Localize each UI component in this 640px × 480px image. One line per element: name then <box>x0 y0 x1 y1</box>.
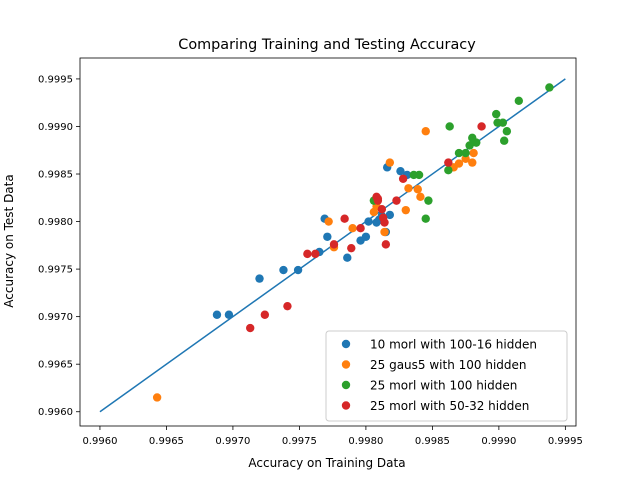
point-series-3 <box>421 214 430 223</box>
point-series-1 <box>212 310 222 319</box>
x-axis: 0.9960 0.9965 0.9970 0.9975 0.9980 0.9985 0.99… <box>82 426 583 447</box>
point-series-2 <box>421 127 430 136</box>
point-series-1 <box>364 217 373 226</box>
point-series-1 <box>396 166 405 176</box>
y-tick-label: 0.9965 <box>38 360 73 371</box>
point-series-2 <box>468 158 477 167</box>
x-tick-label: 0.9995 <box>548 436 583 447</box>
legend-label: 10 morl with 100-16 hidden <box>370 338 537 352</box>
x-tick-label: 0.9990 <box>481 436 516 447</box>
point-series-2 <box>401 205 410 215</box>
point-series-2 <box>348 224 357 233</box>
point-series-4 <box>340 214 349 223</box>
point-series-3 <box>445 122 454 131</box>
point-series-4 <box>356 224 365 233</box>
point-series-2 <box>404 184 413 193</box>
y-tick-label: 0.9990 <box>38 122 73 133</box>
point-series-4 <box>377 204 387 214</box>
point-series-2 <box>380 227 389 237</box>
axes-frame <box>79 57 577 427</box>
legend-marker <box>341 380 351 390</box>
point-series-4 <box>283 301 292 311</box>
point-series-2 <box>152 393 162 402</box>
point-series-3 <box>472 138 481 147</box>
point-series-2 <box>454 159 464 168</box>
legend-label: 25 morl with 50-32 hidden <box>370 399 529 413</box>
point-series-3 <box>424 196 433 205</box>
legend-marker <box>341 401 351 410</box>
point-series-2 <box>324 217 333 226</box>
point-series-1 <box>361 232 371 241</box>
point-series-1 <box>293 265 303 275</box>
plot-area <box>79 57 577 427</box>
point-series-4 <box>381 240 391 249</box>
x-tick-label: 0.9970 <box>215 436 250 447</box>
point-series-2 <box>385 158 395 167</box>
point-series-1 <box>323 232 332 241</box>
chart-title: Comparing Training and Testing Accuracy <box>178 37 476 53</box>
point-series-3 <box>444 166 453 175</box>
point-series-4 <box>347 243 356 253</box>
point-series-1 <box>224 310 234 319</box>
legend-marker <box>341 339 351 349</box>
point-series-3 <box>502 127 512 136</box>
legend-marker <box>341 360 351 369</box>
legend: 10 morl with 100-16 hidden 25 gaus5 with … <box>325 330 568 422</box>
legend-label: 25 gaus5 with 100 hidden <box>370 358 527 372</box>
x-tick-label: 0.9980 <box>348 436 383 447</box>
y-tick-label: 0.9960 <box>38 407 73 418</box>
point-series-4 <box>477 122 486 131</box>
y-axis-label: Accuracy on Test Data <box>2 174 16 307</box>
point-series-3 <box>499 136 509 145</box>
point-series-2 <box>416 192 425 202</box>
point-series-4 <box>329 240 339 249</box>
point-series-4 <box>303 249 312 259</box>
point-series-1 <box>385 210 395 220</box>
legend-box <box>325 330 568 422</box>
point-series-1 <box>279 265 288 275</box>
point-series-3 <box>498 118 508 127</box>
point-series-4 <box>392 196 401 205</box>
x-tick-label: 0.9960 <box>82 436 117 447</box>
x-tick-label: 0.9965 <box>149 436 184 447</box>
x-axis-label: Accuracy on Training Data <box>248 456 405 470</box>
point-series-4 <box>398 174 408 183</box>
legend-label: 25 morl with 100 hidden <box>370 379 517 393</box>
y-tick-label: 0.9985 <box>38 170 73 181</box>
point-series-2 <box>469 148 478 158</box>
point-series-3 <box>414 170 424 180</box>
point-series-3 <box>492 109 501 119</box>
point-series-3 <box>545 83 554 92</box>
point-series-1 <box>343 253 352 262</box>
point-series-4 <box>311 249 320 259</box>
x-tick-label: 0.9975 <box>282 436 317 447</box>
point-series-3 <box>514 96 524 105</box>
point-series-4 <box>444 158 453 167</box>
point-series-2 <box>413 185 422 194</box>
point-series-4 <box>380 218 389 227</box>
y-axis: 0.9960 0.9965 0.9970 0.9975 0.9980 0.9985 0.99… <box>38 74 80 418</box>
point-series-3 <box>454 148 464 158</box>
y-tick-label: 0.9975 <box>38 265 73 276</box>
y-tick-label: 0.9970 <box>38 312 73 323</box>
y-tick-label: 0.9995 <box>38 74 73 85</box>
point-series-4 <box>373 194 383 203</box>
point-series-1 <box>255 274 264 283</box>
y-tick-label: 0.9980 <box>38 217 73 228</box>
x-tick-label: 0.9985 <box>415 436 450 447</box>
point-series-4 <box>246 323 255 333</box>
point-series-3 <box>461 148 470 158</box>
point-series-4 <box>260 310 270 319</box>
